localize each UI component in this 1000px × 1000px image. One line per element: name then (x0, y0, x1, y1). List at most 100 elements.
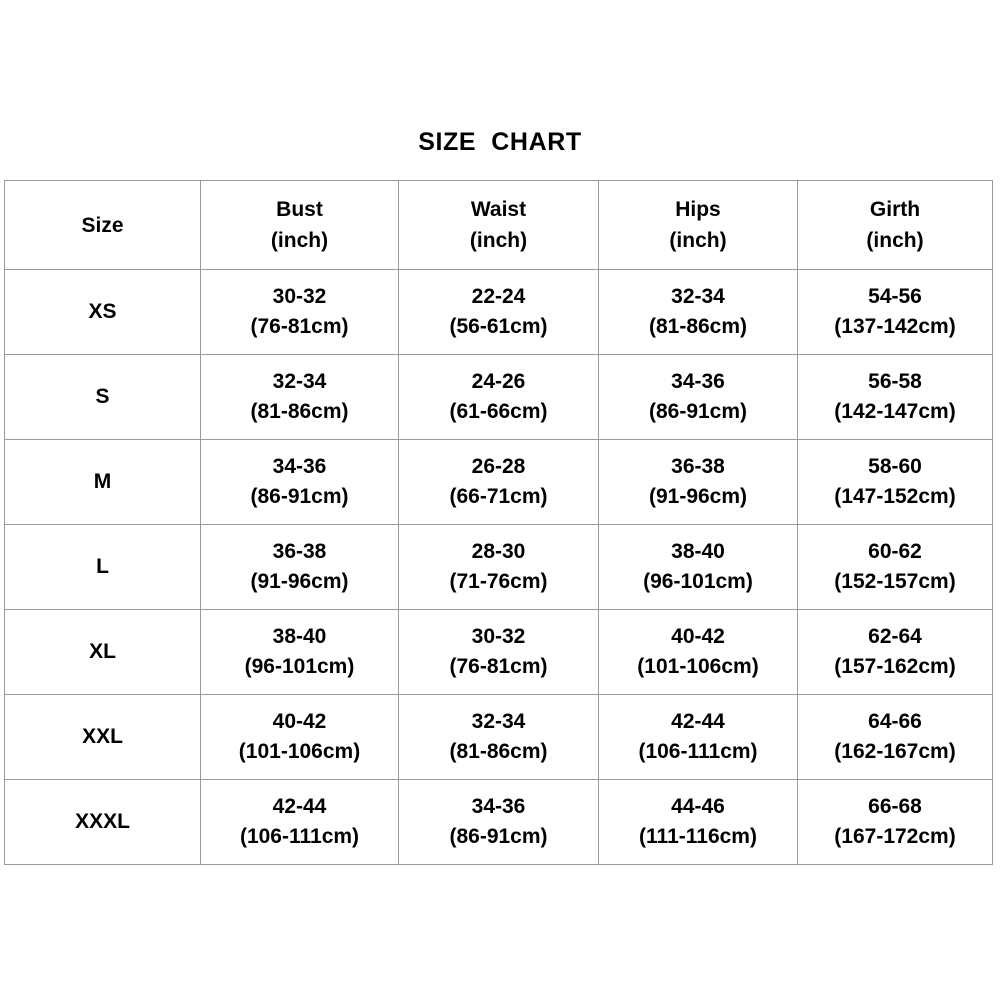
table-row: L 36-38 (91-96cm) 28-30 (71-76cm) (4, 524, 993, 610)
cell-bust-inch: 36-38 (272, 540, 327, 563)
table-row: XL 38-40 (96-101cm) 30-32 (76-81cm) (4, 609, 993, 695)
column-header-waist-unit: (inch) (469, 229, 528, 252)
cell-bust: 40-42 (101-106cm) (200, 694, 399, 780)
cell-size: XS (4, 269, 201, 355)
cell-hips-inch: 42-44 (671, 710, 725, 733)
cell-girth: 64-66 (162-167cm) (797, 694, 993, 780)
cell-hips: 40-42 (101-106cm) (598, 609, 798, 695)
cell-girth-inch: 62-64 (868, 625, 922, 648)
cell-bust-cm: (76-81cm) (250, 315, 349, 338)
column-header-hips-unit: (inch) (669, 229, 727, 252)
cell-girth-cm: (162-167cm) (834, 740, 956, 763)
table-row: XS 30-32 (76-81cm) 22-24 (56-61cm) (4, 269, 993, 355)
cell-hips: 36-38 (91-96cm) (598, 439, 798, 525)
size-chart-table: Size Bust (inch) Waist (inch) (4, 180, 993, 865)
cell-bust-cm: (86-91cm) (250, 485, 349, 508)
cell-bust-inch: 30-32 (272, 285, 327, 308)
cell-waist: 32-34 (81-86cm) (398, 694, 599, 780)
cell-girth-cm: (147-152cm) (834, 485, 956, 508)
cell-girth: 58-60 (147-152cm) (797, 439, 993, 525)
cell-hips: 32-34 (81-86cm) (598, 269, 798, 355)
column-header-waist-label: Waist (470, 198, 527, 221)
cell-girth-inch: 54-56 (868, 285, 922, 308)
cell-bust: 34-36 (86-91cm) (200, 439, 399, 525)
table-row: M 34-36 (86-91cm) 26-28 (66-71cm) (4, 439, 993, 525)
column-header-bust-label: Bust (276, 198, 323, 221)
cell-bust-cm: (106-111cm) (239, 825, 360, 848)
column-header-girth: Girth (inch) (797, 180, 993, 270)
cell-size: S (4, 354, 201, 440)
size-chart-table-container: Size Bust (inch) Waist (inch) (4, 180, 993, 865)
size-label: XXL (82, 725, 123, 748)
cell-hips: 42-44 (106-111cm) (598, 694, 798, 780)
cell-girth: 54-56 (137-142cm) (797, 269, 993, 355)
cell-hips: 38-40 (96-101cm) (598, 524, 798, 610)
cell-waist-inch: 30-32 (471, 625, 526, 648)
cell-girth-cm: (137-142cm) (834, 315, 956, 338)
cell-waist-inch: 34-36 (471, 795, 526, 818)
cell-girth-inch: 58-60 (868, 455, 922, 478)
cell-bust-cm: (81-86cm) (250, 400, 349, 423)
cell-hips-inch: 34-36 (671, 370, 725, 393)
column-header-hips: Hips (inch) (598, 180, 798, 270)
table-row: XXXL 42-44 (106-111cm) 34-36 (86-91cm) (4, 779, 993, 865)
cell-size: M (4, 439, 201, 525)
cell-bust-inch: 40-42 (272, 710, 327, 733)
size-label: S (95, 385, 110, 408)
cell-bust: 36-38 (91-96cm) (200, 524, 399, 610)
cell-hips-cm: (111-116cm) (639, 825, 757, 848)
cell-girth-inch: 60-62 (868, 540, 922, 563)
column-header-waist: Waist (inch) (398, 180, 599, 270)
cell-waist: 34-36 (86-91cm) (398, 779, 599, 865)
cell-bust-cm: (91-96cm) (250, 570, 349, 593)
cell-girth-inch: 56-58 (868, 370, 922, 393)
cell-size: XL (4, 609, 201, 695)
cell-waist: 30-32 (76-81cm) (398, 609, 599, 695)
cell-bust: 42-44 (106-111cm) (200, 779, 399, 865)
size-label: XL (89, 640, 116, 663)
cell-waist-cm: (66-71cm) (449, 485, 548, 508)
cell-waist-cm: (81-86cm) (449, 740, 548, 763)
cell-waist-inch: 22-24 (471, 285, 526, 308)
cell-waist: 26-28 (66-71cm) (398, 439, 599, 525)
cell-hips-cm: (101-106cm) (637, 655, 759, 678)
column-header-size-label: Size (81, 213, 124, 237)
cell-hips-cm: (96-101cm) (643, 570, 753, 593)
column-header-hips-label: Hips (675, 198, 721, 221)
cell-hips-inch: 44-46 (671, 795, 725, 818)
cell-waist-cm: (76-81cm) (449, 655, 548, 678)
cell-hips: 44-46 (111-116cm) (598, 779, 798, 865)
cell-bust-inch: 32-34 (272, 370, 327, 393)
cell-waist-inch: 32-34 (471, 710, 526, 733)
table-body: XS 30-32 (76-81cm) 22-24 (56-61cm) (4, 269, 993, 865)
column-header-bust-unit: (inch) (270, 229, 329, 252)
cell-hips-inch: 32-34 (671, 285, 725, 308)
cell-girth-cm: (157-162cm) (834, 655, 956, 678)
cell-girth-inch: 64-66 (868, 710, 922, 733)
cell-waist: 28-30 (71-76cm) (398, 524, 599, 610)
cell-girth: 66-68 (167-172cm) (797, 779, 993, 865)
cell-hips-cm: (91-96cm) (648, 485, 748, 508)
column-header-girth-label: Girth (869, 198, 921, 221)
cell-waist-inch: 26-28 (471, 455, 526, 478)
cell-hips: 34-36 (86-91cm) (598, 354, 798, 440)
cell-bust: 30-32 (76-81cm) (200, 269, 399, 355)
cell-waist-cm: (61-66cm) (449, 400, 548, 423)
cell-bust-inch: 34-36 (272, 455, 327, 478)
cell-bust: 38-40 (96-101cm) (200, 609, 399, 695)
cell-girth: 56-58 (142-147cm) (797, 354, 993, 440)
cell-hips-inch: 36-38 (671, 455, 725, 478)
cell-waist: 22-24 (56-61cm) (398, 269, 599, 355)
cell-waist-inch: 24-26 (471, 370, 526, 393)
cell-waist-inch: 28-30 (471, 540, 526, 563)
size-label: L (96, 555, 109, 578)
cell-girth-inch: 66-68 (868, 795, 922, 818)
cell-bust-cm: (96-101cm) (244, 655, 355, 678)
cell-waist: 24-26 (61-66cm) (398, 354, 599, 440)
column-header-size: Size (4, 180, 201, 270)
size-label: M (93, 470, 112, 493)
cell-girth: 62-64 (157-162cm) (797, 609, 993, 695)
page-title: SIZE CHART (418, 128, 582, 156)
cell-bust-inch: 38-40 (272, 625, 327, 648)
